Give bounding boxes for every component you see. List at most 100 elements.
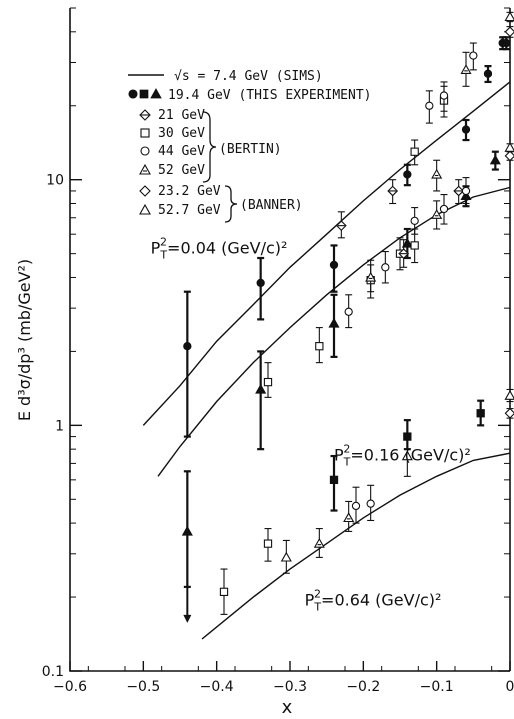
sims-curves — [142, 81, 511, 640]
marker-triangle-half — [313, 537, 325, 548]
data-point — [504, 388, 514, 403]
legend-label-this: 19.4 GeV (THIS EXPERIMENT) — [168, 88, 372, 103]
marker-circle-filled — [183, 342, 192, 351]
data-point — [410, 139, 419, 166]
marker-circle-filled — [329, 260, 339, 270]
data-point — [489, 150, 501, 171]
pt2-annotation: PT2=0.64 (GeV/c)² — [305, 587, 442, 613]
marker-triangle-half — [343, 512, 355, 523]
brace-banner — [224, 185, 238, 223]
legend-entry: 23.2 GeV — [158, 184, 221, 199]
axis-ticks: −0.6 −0.5 −0.4 −0.3 −0.2 −0.1 0 0.1 1 10 — [42, 7, 514, 695]
marker-triangle-open — [139, 203, 151, 215]
x-axis-label: x — [282, 697, 293, 718]
marker-triangle-filled — [150, 88, 162, 99]
brace-bertin — [202, 111, 217, 183]
data-point — [183, 290, 192, 438]
marker-circle-filled — [256, 278, 265, 288]
data-point — [313, 528, 325, 558]
marker-circle-open — [425, 101, 434, 110]
marker-circle-filled — [461, 125, 471, 134]
data-point — [469, 42, 478, 71]
marker-square-open — [140, 128, 150, 138]
x-tick-label: −0.2 — [346, 679, 380, 695]
limit-arrow-head — [183, 614, 192, 623]
marker-triangle-filled — [328, 317, 340, 328]
marker-circle-open — [439, 204, 449, 214]
legend-entry: 52 GeV — [158, 163, 205, 178]
legend-entry: 44 GeV — [158, 144, 205, 159]
marker-triangle-half — [460, 64, 472, 75]
data-point — [329, 244, 339, 293]
data-point — [439, 81, 449, 112]
marker-triangle-filled — [489, 154, 501, 165]
marker-circle-open — [439, 91, 449, 100]
data-point — [504, 150, 514, 162]
marker-triangle-open — [504, 141, 514, 152]
data-point — [410, 228, 419, 264]
marker-square-open — [219, 587, 229, 596]
marker-square-open — [263, 377, 273, 387]
y-axis-label: E d³σ/dp³ (mb/GeV²) — [15, 259, 34, 421]
marker-square-filled — [329, 475, 339, 484]
marker-triangle-filled — [401, 237, 413, 248]
pt2-annotation: PT2=0.16 (GeV/c)² — [334, 442, 471, 468]
marker-triangle-open — [280, 551, 292, 562]
pt2-annotation: PT2=0.04 (GeV/c)² — [151, 236, 288, 262]
marker-circle-filled — [403, 170, 412, 179]
marker-square-open — [410, 147, 419, 156]
data-point — [403, 163, 412, 187]
data-point — [328, 293, 340, 358]
marker-square-open — [263, 539, 273, 548]
marker-triangle-filled — [181, 525, 193, 536]
marker-circle-open — [410, 216, 419, 225]
marker-square-open — [315, 342, 324, 351]
data-point — [461, 177, 471, 205]
y-tick-label: 1 — [55, 418, 64, 434]
sims-curve — [142, 81, 511, 426]
data-point — [219, 568, 229, 615]
data-point — [439, 194, 449, 225]
sims-curve — [157, 186, 511, 477]
x-tick-label: 0 — [506, 679, 514, 695]
data-point — [335, 211, 347, 239]
marker-triangle-half — [431, 209, 443, 219]
x-tick-label: −0.4 — [200, 679, 234, 695]
data-point — [431, 159, 443, 192]
data-point — [476, 399, 485, 427]
y-tick-label: 0.1 — [42, 664, 64, 680]
group-banner: (BANNER) — [240, 198, 303, 213]
marker-circle-filled — [502, 38, 511, 48]
legend-entry: 21 GeV — [158, 108, 205, 123]
data-point — [504, 141, 514, 153]
data-point — [381, 250, 390, 284]
x-tick-label: −0.6 — [53, 679, 87, 695]
marker-diamond-open — [504, 407, 514, 419]
data-point — [365, 259, 377, 293]
pt2-annotations: PT2=0.04 (GeV/c)² PT2=0.16 (GeV/c)² PT2=0.… — [151, 236, 471, 614]
marker-circle-open — [351, 501, 361, 511]
marker-diamond-open — [139, 185, 151, 197]
data-point — [343, 500, 355, 532]
marker-triangle-filled — [255, 383, 267, 394]
data-point — [256, 256, 265, 321]
data-point — [461, 118, 471, 142]
marker-circle-open — [140, 146, 150, 156]
data-point — [483, 65, 493, 84]
marker-square-filled — [476, 409, 485, 418]
marker-circle-open — [381, 263, 390, 272]
x-tick-label: −0.1 — [420, 679, 454, 695]
data-point — [344, 294, 353, 329]
data-point — [329, 454, 339, 512]
data-point — [460, 51, 472, 87]
marker-circle-open — [469, 51, 478, 60]
data-point — [263, 362, 273, 398]
data-point — [398, 239, 410, 268]
marker-circle-open — [366, 499, 375, 508]
data-point — [504, 11, 514, 23]
data-point — [431, 200, 443, 230]
data-point — [504, 407, 514, 419]
data-point — [366, 484, 375, 522]
data-point — [315, 327, 324, 364]
